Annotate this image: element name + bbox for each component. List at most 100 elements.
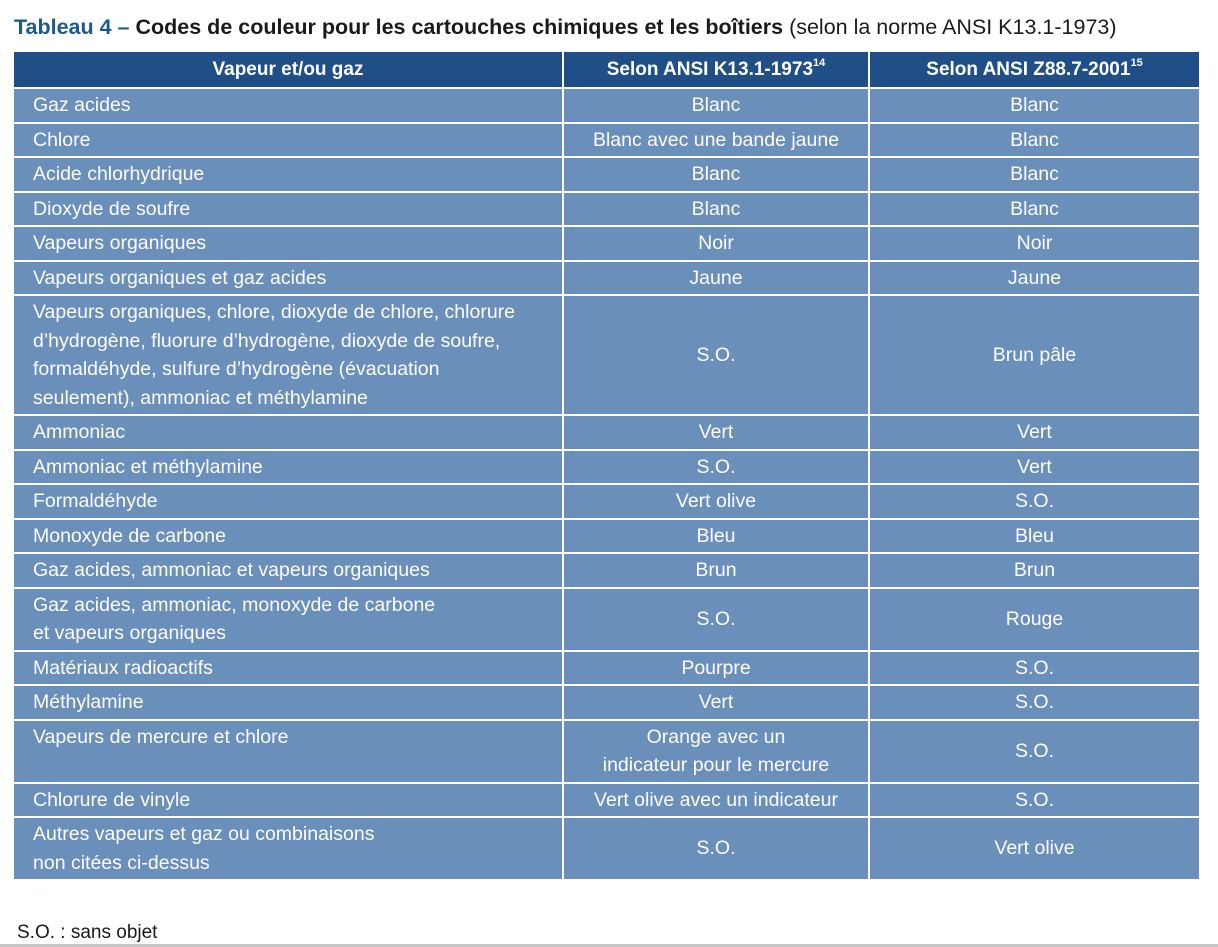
cell-ansi-z88: Vert [869, 448, 1199, 484]
cell-ansi-k13-text: Blanc [691, 163, 741, 185]
cell-vapeur-gaz-text: non citées ci-dessus [33, 851, 210, 874]
table-row: Chlore Blanc avec une bande jaune Blanc [14, 121, 1199, 157]
cell-ansi-k13: Vert [563, 684, 870, 720]
cell-ansi-k13: Orange avec un indicateur pour le mercure [563, 718, 870, 783]
cell-vapeur-gaz-text: Monoxyde de carbone [33, 524, 226, 547]
header-ansi-z88: Selon ANSI Z88.7-200115 [869, 52, 1199, 88]
cell-ansi-k13-text: S.O. [696, 455, 736, 478]
cell-vapeur-gaz: Monoxyde de carbone [14, 517, 564, 553]
cell-ansi-k13-text: Pourpre [681, 656, 751, 679]
cell-ansi-k13: Pourpre [563, 649, 870, 685]
table-row: Ammoniac Vert Vert [14, 414, 1199, 450]
cell-ansi-k13-text: S.O. [696, 837, 736, 860]
cell-ansi-z88: Blanc [869, 87, 1199, 123]
cell-vapeur-gaz: Ammoniac et méthylamine [14, 448, 564, 484]
cell-vapeur-gaz: Vapeurs organiques [14, 225, 564, 261]
table-row: Vapeurs organiques et gaz acides Jaune Jau… [14, 259, 1199, 295]
cell-ansi-k13-text: Vert olive avec un indicateur [594, 788, 838, 811]
cell-vapeur-gaz: Vapeurs organiques et gaz acides [14, 259, 564, 295]
cell-ansi-k13: S.O. [563, 294, 870, 415]
cell-ansi-k13: Blanc [563, 87, 870, 123]
cell-vapeur-gaz-text: Gaz acides [33, 94, 131, 116]
cell-vapeur-gaz: Gaz acides, ammoniac et vapeurs organiqu… [14, 552, 564, 588]
cell-vapeur-gaz-text: Chlorure de vinyle [33, 788, 191, 811]
cell-ansi-z88: S.O. [869, 781, 1199, 817]
table-row: Matériaux radioactifs Pourpre S.O. [14, 649, 1199, 685]
cell-vapeur-gaz: Vapeurs organiques, chlore, dioxyde de c… [14, 294, 564, 415]
cell-ansi-k13: S.O. [563, 448, 870, 484]
header-row: Vapeur et/ou gaz Selon ANSI K13.1-197314… [14, 52, 1199, 88]
cell-ansi-k13: S.O. [563, 586, 870, 651]
cell-vapeur-gaz-text: Ammoniac [33, 421, 126, 443]
cell-ansi-k13: Brun [563, 552, 870, 588]
cell-vapeur-gaz: Dioxyde de soufre [14, 190, 564, 226]
cell-ansi-k13-text: Brun [695, 559, 737, 581]
cell-ansi-z88: S.O. [869, 483, 1199, 519]
cell-ansi-z88: S.O. [869, 718, 1199, 783]
table-row: Méthylamine Vert S.O. [14, 684, 1199, 720]
cell-ansi-z88: S.O. [869, 684, 1199, 720]
cell-ansi-z88: Rouge [869, 586, 1199, 651]
cell-vapeur-gaz-text: Gaz acides, ammoniac et vapeurs organiqu… [33, 559, 430, 581]
cell-vapeur-gaz-text: Vapeurs organiques et gaz acides [33, 266, 327, 289]
footnote-ref-14: 14 [813, 56, 826, 69]
cell-vapeur-gaz-text: Vapeurs organiques [33, 232, 207, 254]
cell-ansi-z88: Vert [869, 414, 1199, 450]
cell-ansi-z88: Blanc [869, 190, 1199, 226]
cell-vapeur-gaz-text: Acide chlorhydrique [33, 163, 205, 185]
cell-ansi-k13: Vert olive [563, 483, 870, 519]
table-row: Autres vapeurs et gaz ou combinaisons non… [14, 816, 1199, 879]
cell-vapeur-gaz: Acide chlorhydrique [14, 156, 564, 192]
table-caption-note: (selon la norme ANSI K13.1-1973) [789, 15, 1117, 39]
cell-ansi-z88: Jaune [869, 259, 1199, 295]
cell-vapeur-gaz-text: Vapeurs organiques, chlore, dioxyde de c… [33, 301, 516, 323]
cell-ansi-k13: Noir [563, 225, 870, 261]
cell-ansi-k13: Blanc [563, 156, 870, 192]
cell-ansi-k13: Blanc [563, 190, 870, 226]
header-vapeur-gaz: Vapeur et/ou gaz [14, 52, 564, 88]
cell-vapeur-gaz-text: Vapeurs de mercure et chlore [33, 725, 289, 748]
cell-vapeur-gaz-text: Chlore [33, 128, 91, 151]
cell-vapeur-gaz: Autres vapeurs et gaz ou combinaisons non… [14, 816, 564, 879]
header-ansi-k13: Selon ANSI K13.1-197314 [563, 52, 870, 88]
cell-ansi-k13-text: indicateur pour le mercure [602, 754, 830, 776]
table-row: Monoxyde de carbone Bleu Bleu [14, 517, 1199, 553]
cell-vapeur-gaz: Matériaux radioactifs [14, 649, 564, 685]
cell-ansi-k13: Vert olive avec un indicateur [563, 781, 870, 817]
cell-vapeur-gaz-text: d’hydrogène, fluorure d’hydrogène, dioxy… [33, 329, 501, 352]
cell-vapeur-gaz-text: Gaz acides, ammoniac, monoxyde de carbon… [33, 593, 436, 616]
table-row: Dioxyde de soufre Blanc Blanc [14, 190, 1199, 226]
cell-vapeur-gaz: Chlorure de vinyle [14, 781, 564, 817]
cell-ansi-k13: Blanc avec une bande jaune [563, 121, 870, 157]
cell-ansi-z88: Blanc [869, 156, 1199, 192]
cell-ansi-k13-text: Vert [698, 691, 734, 713]
cell-ansi-k13-text: S.O. [696, 343, 736, 366]
cell-vapeur-gaz: Chlore [14, 121, 564, 157]
table-caption: Codes de couleur pour les cartouches chi… [135, 15, 784, 39]
table-row: Gaz acides, ammoniac, monoxyde de carbon… [14, 586, 1199, 651]
table-row: Vapeurs organiques, chlore, dioxyde de c… [14, 294, 1199, 415]
cell-ansi-k13-text: Blanc [691, 94, 741, 116]
footnote: S.O. : sans objet [17, 922, 158, 943]
table-row: Ammoniac et méthylamine S.O. Vert [14, 448, 1199, 484]
table-row: Vapeurs organiques Noir Noir [14, 225, 1199, 261]
table-row: Chlorure de vinyle Vert olive avec un ind… [14, 781, 1199, 817]
cell-ansi-k13-text: Blanc [691, 197, 741, 220]
table-body: Gaz acides Blanc Blanc Chlore Blanc avec une… [14, 87, 1199, 879]
table-row: Acide chlorhydrique Blanc Blanc [14, 156, 1199, 192]
cell-ansi-k13-text: Jaune [689, 266, 743, 289]
cell-vapeur-gaz-text: formaldéhyde, sulfure d’hydrogène (évacu… [33, 358, 440, 380]
page-bottom-divider [0, 944, 1218, 947]
cell-ansi-z88: Bleu [869, 517, 1199, 553]
cell-vapeur-gaz-text: Dioxyde de soufre [33, 197, 191, 220]
cell-vapeur-gaz-text: et vapeurs organiques [33, 622, 226, 644]
cell-vapeur-gaz: Gaz acides, ammoniac, monoxyde de carbon… [14, 586, 564, 651]
cell-ansi-k13: S.O. [563, 816, 870, 879]
cell-ansi-k13-text: Noir [698, 232, 734, 254]
cell-ansi-z88: Blanc [869, 121, 1199, 157]
cell-ansi-k13-text: Blanc avec une bande jaune [592, 128, 840, 151]
cell-ansi-k13-text: S.O. [696, 607, 736, 630]
cell-ansi-k13-text: Vert olive [675, 490, 757, 512]
cell-ansi-z88: Brun [869, 552, 1199, 588]
cell-vapeur-gaz: Formaldéhyde [14, 483, 564, 519]
